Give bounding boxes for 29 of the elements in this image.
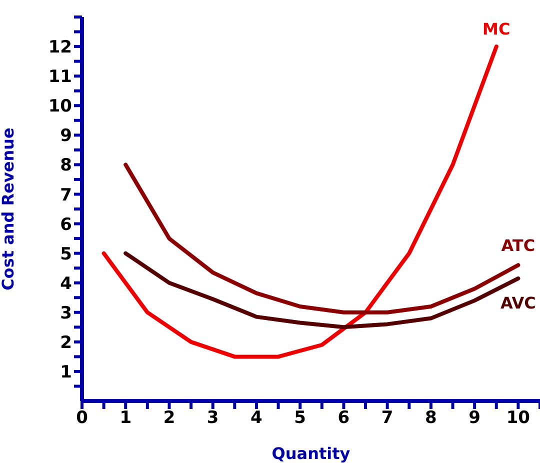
y-axis-title: Cost and Revenue (0, 127, 18, 290)
x-tick-label: 4 (250, 408, 263, 428)
x-tick-label: 7 (381, 408, 394, 428)
series-label: AVC (500, 293, 536, 312)
y-tick-label: 8 (60, 156, 72, 176)
y-tick-label: 10 (48, 96, 72, 117)
y-tick-label: 7 (60, 185, 72, 206)
y-tick-label: 9 (60, 126, 72, 146)
x-tick-label: 5 (294, 408, 306, 428)
x-tick-label: 3 (206, 408, 219, 428)
y-tick-label: 5 (60, 244, 72, 264)
y-tick-label: 12 (48, 38, 72, 58)
x-tick-label: 2 (163, 408, 176, 428)
x-tick-label: 8 (425, 408, 437, 428)
x-tick-label: 0 (76, 408, 88, 428)
x-tick-label: 10 (506, 408, 530, 428)
y-tick-label: 11 (48, 67, 72, 88)
series-label: ATC (501, 236, 536, 256)
y-tick-label: 6 (60, 214, 72, 235)
y-tick-label: 2 (60, 332, 72, 353)
y-tick-label: 1 (60, 362, 72, 382)
y-tick-label: 4 (60, 274, 72, 294)
x-axis-title: Quantity (272, 444, 351, 463)
y-tick-label: 3 (60, 303, 72, 324)
x-tick-label: 9 (468, 408, 480, 428)
x-tick-label: 6 (338, 408, 350, 428)
series-label: MC (482, 20, 510, 39)
x-tick-label: 1 (120, 408, 132, 428)
line-series (102, 44, 498, 359)
